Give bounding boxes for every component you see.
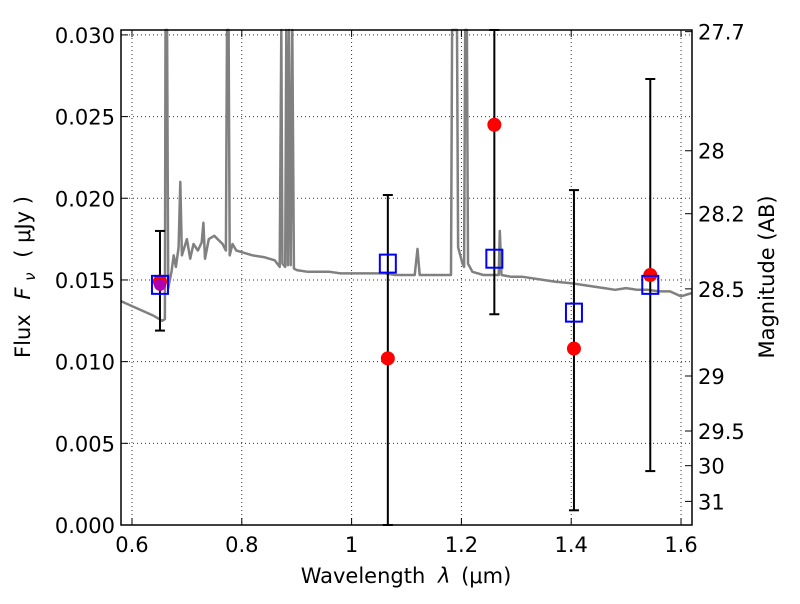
magnitude-tick-label: 31 bbox=[698, 490, 725, 514]
x-axis-label: Wavelength λ (μm) bbox=[301, 564, 512, 588]
tick-layer: 0.6 0.8 1 1.2 1.4 1.6 0.000 0.005 0.010 0.015 0.02… bbox=[55, 21, 745, 557]
x-axis-label-unit: (μm) bbox=[461, 564, 511, 588]
model-spectrum-layer bbox=[120, 28, 693, 323]
y-axis-label: Flux F ν ( μJy ) bbox=[11, 196, 40, 358]
y-tick-label: 0.015 bbox=[55, 269, 115, 293]
magnitude-tick-label: 28.5 bbox=[698, 278, 745, 302]
plot-frame bbox=[120, 29, 693, 526]
magnitude-tick-label: 28.2 bbox=[698, 203, 745, 227]
y-axis-label-unit: ( μJy ) bbox=[11, 196, 35, 258]
x-tick-label: 1 bbox=[345, 533, 358, 557]
x-axis-label-text: Wavelength bbox=[301, 564, 426, 588]
y-tick-label: 0.020 bbox=[55, 187, 115, 211]
y-tick-label: 0.005 bbox=[55, 432, 115, 456]
x-tick-label: 0.6 bbox=[115, 533, 148, 557]
overlap-marker bbox=[153, 278, 166, 291]
grid bbox=[121, 30, 692, 526]
x-tick-label: 1.2 bbox=[445, 533, 478, 557]
y-tick-label: 0.010 bbox=[55, 351, 115, 375]
magnitude-tick-label: 30 bbox=[698, 455, 725, 479]
observed-flux-point bbox=[380, 351, 395, 366]
model-photometry-point bbox=[150, 274, 169, 295]
x-tick-label: 1.6 bbox=[664, 533, 697, 557]
y-tick-label: 0.030 bbox=[55, 24, 115, 48]
magnitude-tick-label: 29 bbox=[698, 365, 725, 389]
model-photometry-point bbox=[641, 274, 660, 295]
observed-flux-point bbox=[487, 117, 502, 132]
x-axis-label-symbol: λ bbox=[437, 564, 450, 588]
x-tick-label: 0.8 bbox=[225, 533, 258, 557]
magnitude-axis-label: Magnitude (AB) bbox=[755, 195, 779, 358]
magnitude-tick-label: 29.5 bbox=[698, 420, 745, 444]
model-photometry-point bbox=[378, 253, 397, 274]
x-tick-label: 1.4 bbox=[555, 533, 588, 557]
magnitude-tick-label: 28 bbox=[698, 140, 725, 164]
y-axis-label-symbol: F bbox=[11, 287, 35, 300]
marker-layer bbox=[150, 117, 660, 366]
y-axis-label-text: Flux bbox=[11, 314, 35, 358]
model-spectrum-line bbox=[120, 28, 693, 323]
model-photometry-point bbox=[485, 248, 504, 269]
y-axis-label-subscript: ν bbox=[21, 272, 39, 280]
model-photometry-point bbox=[564, 302, 583, 323]
y-tick-label: 0.000 bbox=[55, 514, 115, 538]
y-tick-label: 0.025 bbox=[55, 106, 115, 130]
magnitude-tick-label: 27.7 bbox=[698, 21, 745, 45]
observed-flux-point bbox=[566, 341, 581, 356]
